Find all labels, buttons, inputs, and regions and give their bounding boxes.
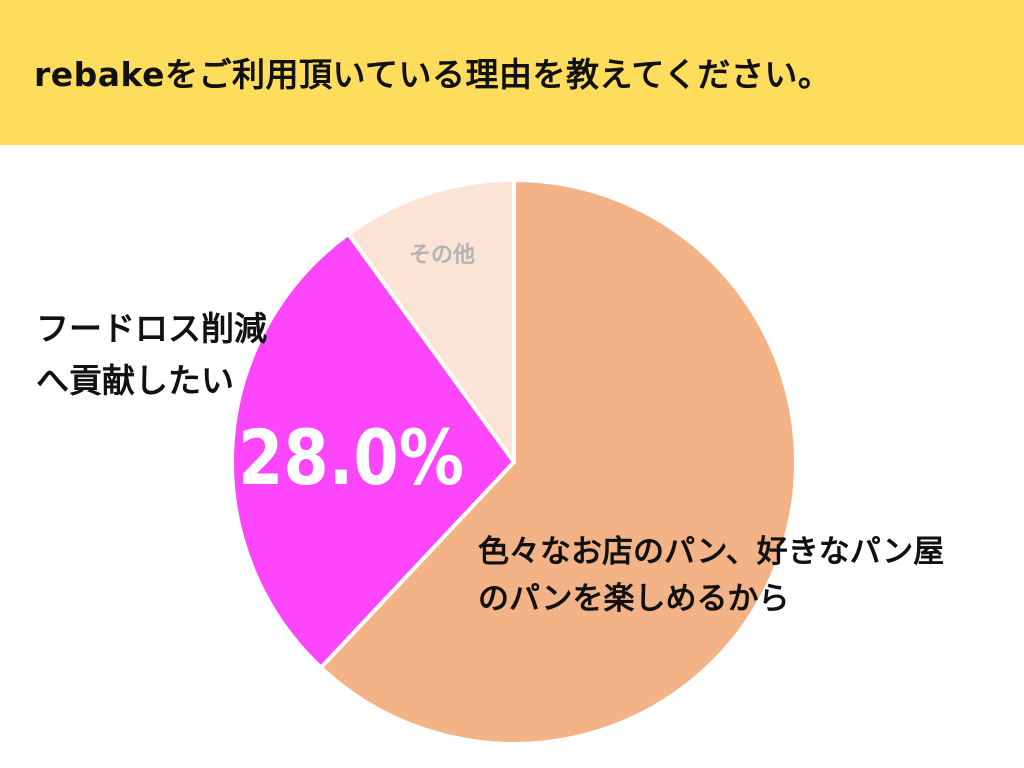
slice-label-bread-variety-line2: のパンを楽しめるから xyxy=(478,581,790,617)
slice-label-food-loss-line1: フードロス削減 xyxy=(36,309,267,348)
slice-label-bread-variety-line1: 色々なお店のパン、好きなパン屋 xyxy=(478,534,944,570)
pie-slice-other xyxy=(346,178,516,464)
header-banner: rebakeをご利用頂いている理由を教えてください。 xyxy=(0,0,1024,145)
slice-value-food-loss: 28.0% xyxy=(238,413,464,502)
page-title: rebakeをご利用頂いている理由を教えてください。 xyxy=(34,55,832,94)
slice-label-food-loss-line2: へ貢献したい xyxy=(36,361,234,400)
pie-slice-bread-variety xyxy=(318,178,798,746)
pie-slice-food-loss xyxy=(230,231,516,670)
pie-slices xyxy=(230,178,798,746)
slice-label-other: その他 xyxy=(409,243,475,268)
